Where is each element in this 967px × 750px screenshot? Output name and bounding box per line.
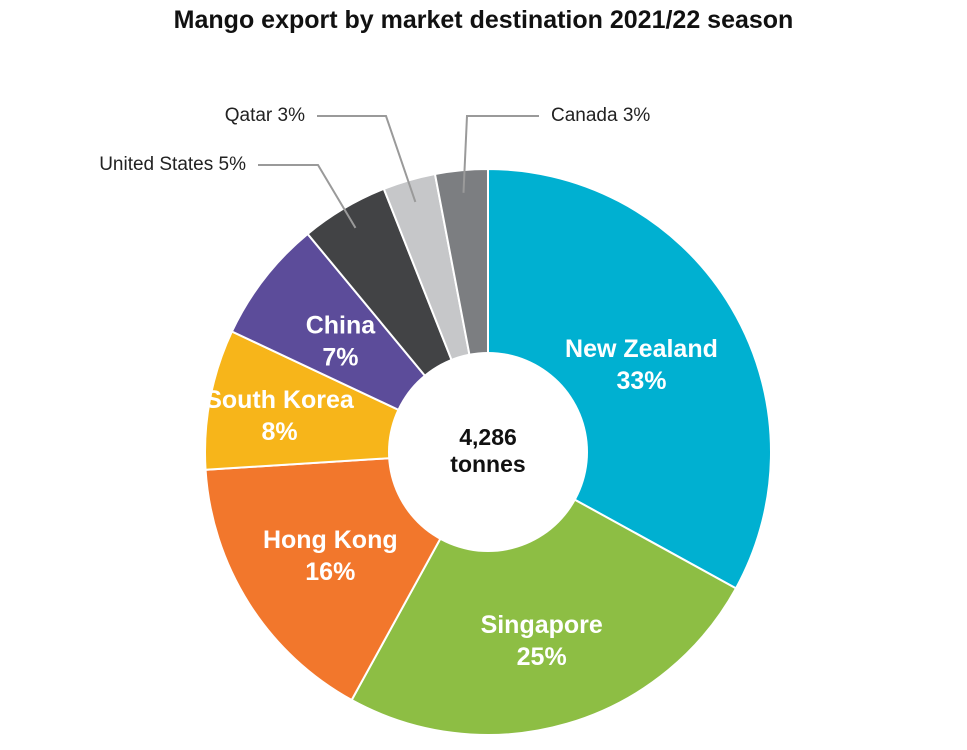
slice-label-new-zealand: New Zealand bbox=[565, 335, 718, 363]
slice-percent-china: 7% bbox=[322, 344, 358, 372]
slice-label-qatar: Qatar 3% bbox=[225, 105, 305, 126]
slice-percent-south-korea: 8% bbox=[261, 418, 297, 446]
slice-percent-hong-kong: 16% bbox=[305, 558, 355, 586]
slice-label-south-korea: South Korea bbox=[205, 386, 355, 414]
center-unit: tonnes bbox=[450, 451, 525, 477]
leader-line-qatar bbox=[317, 115, 417, 203]
slice-label-china: China bbox=[306, 312, 377, 340]
slice-label-hong-kong: Hong Kong bbox=[263, 526, 398, 554]
leader-line-united-states bbox=[258, 164, 357, 229]
leader-lines-group bbox=[258, 115, 539, 229]
slice-label-united-states: United States 5% bbox=[99, 154, 246, 175]
center-value: 4,286 bbox=[459, 424, 517, 450]
slice-labels-group: New Zealand 33% Singapore 25% Hong Kong 16% So… bbox=[99, 105, 718, 671]
slice-percent-new-zealand: 33% bbox=[616, 367, 666, 395]
slice-label-singapore: Singapore bbox=[481, 611, 603, 639]
slice-percent-singapore: 25% bbox=[517, 643, 567, 671]
leader-line-canada bbox=[462, 115, 539, 193]
chart-title: Mango export by market destination 2021/… bbox=[173, 6, 794, 34]
slice-singapore bbox=[350, 450, 738, 736]
donut-hole bbox=[388, 352, 588, 552]
slice-label-canada: Canada 3% bbox=[551, 105, 650, 126]
